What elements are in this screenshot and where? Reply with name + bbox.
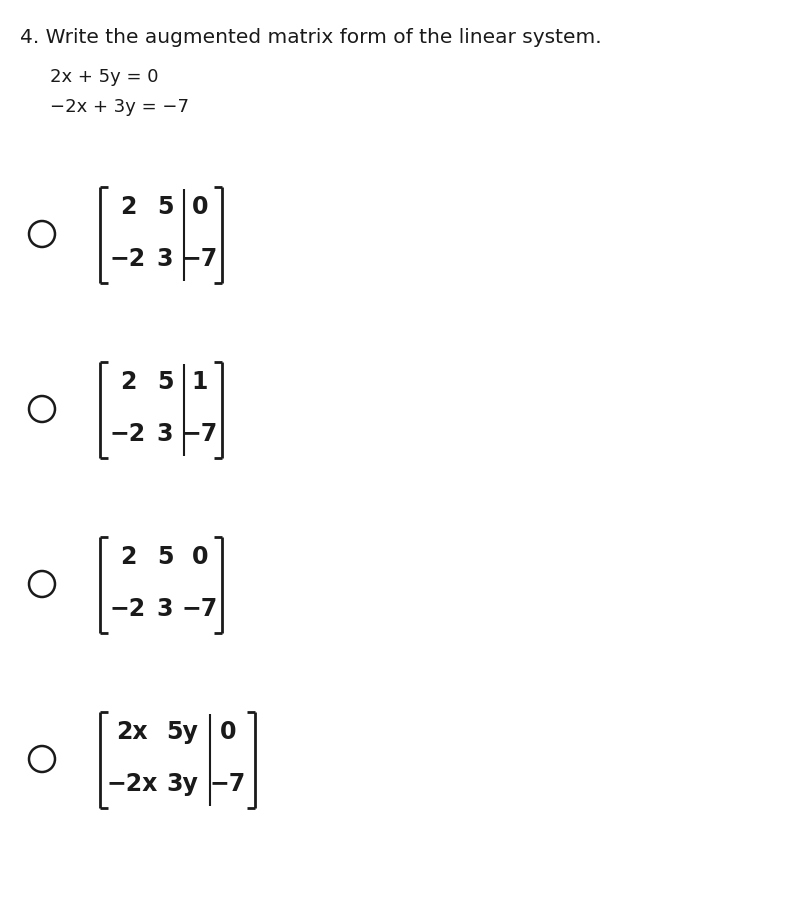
Text: 4. Write the augmented matrix form of the linear system.: 4. Write the augmented matrix form of th… — [20, 28, 602, 47]
Text: 2: 2 — [120, 195, 136, 219]
Text: −2: −2 — [110, 597, 146, 621]
Text: 5y: 5y — [166, 720, 198, 744]
Text: 2: 2 — [120, 370, 136, 394]
Text: 0: 0 — [220, 720, 236, 744]
Text: 3: 3 — [157, 247, 174, 271]
Text: −7: −7 — [182, 422, 218, 446]
Text: 2x + 5y = 0: 2x + 5y = 0 — [50, 68, 158, 86]
Text: 1: 1 — [192, 370, 208, 394]
Text: 3: 3 — [157, 597, 174, 621]
Text: 2x: 2x — [116, 720, 148, 744]
Text: −2: −2 — [110, 422, 146, 446]
Text: 5: 5 — [157, 195, 174, 219]
Text: 3: 3 — [157, 422, 174, 446]
Text: 5: 5 — [157, 545, 174, 569]
Text: 0: 0 — [192, 545, 208, 569]
Text: 0: 0 — [192, 195, 208, 219]
Text: −2: −2 — [110, 247, 146, 271]
Text: −2x + 3y = −7: −2x + 3y = −7 — [50, 98, 189, 116]
Text: 5: 5 — [157, 370, 174, 394]
Text: 3y: 3y — [166, 772, 198, 796]
Text: −2x: −2x — [106, 772, 158, 796]
Text: −7: −7 — [210, 772, 246, 796]
Text: −7: −7 — [182, 597, 218, 621]
Text: −7: −7 — [182, 247, 218, 271]
Text: 2: 2 — [120, 545, 136, 569]
